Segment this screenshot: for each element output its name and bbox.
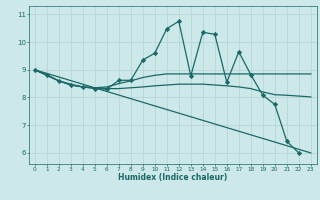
X-axis label: Humidex (Indice chaleur): Humidex (Indice chaleur): [118, 173, 228, 182]
